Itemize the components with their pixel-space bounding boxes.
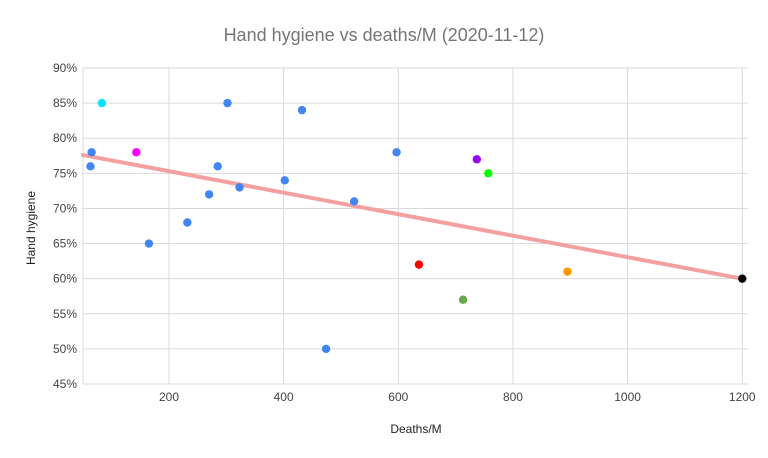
data-point — [213, 162, 222, 171]
data-point — [204, 190, 214, 199]
data-point — [132, 148, 141, 157]
data-point — [414, 260, 424, 269]
y-tick-label: 80% — [53, 131, 77, 145]
gridlines — [82, 67, 748, 385]
data-point — [472, 155, 482, 164]
x-tick-label: 600 — [388, 390, 408, 404]
y-tick-label: 50% — [53, 342, 77, 356]
y-axis-title: Hand hygiene — [24, 191, 38, 265]
y-tick-label: 75% — [53, 166, 77, 180]
x-tick-label: 1000 — [614, 390, 641, 404]
data-point — [235, 183, 244, 192]
x-tick-label: 800 — [503, 390, 523, 404]
data-point — [86, 162, 95, 171]
trendline-layer — [81, 153, 745, 281]
y-tick-label: 45% — [53, 377, 77, 391]
data-points — [86, 98, 747, 354]
x-tick-label: 200 — [159, 390, 179, 404]
data-point — [223, 98, 232, 108]
y-tick-label: 60% — [53, 272, 77, 286]
data-point — [392, 148, 401, 157]
data-point — [297, 105, 307, 115]
data-point — [280, 176, 289, 185]
y-tick-label: 85% — [53, 96, 77, 110]
data-point — [458, 295, 468, 304]
x-tick-label: 1200 — [729, 390, 756, 404]
data-point — [144, 239, 154, 248]
tick-labels: 45% 50% 55% 60% 65% 70% 75% 80% 85% 90% 200 400 600 8… — [53, 61, 756, 404]
data-point — [183, 218, 192, 227]
data-point — [349, 197, 359, 206]
data-point — [738, 274, 747, 283]
x-axis-title: Deaths/M — [390, 422, 441, 436]
data-point — [97, 98, 107, 108]
y-tick-label: 90% — [53, 61, 77, 75]
y-tick-label: 70% — [53, 201, 77, 215]
data-point — [321, 344, 331, 354]
y-tick-label: 55% — [53, 307, 77, 321]
y-tick-label: 65% — [53, 237, 77, 251]
x-tick-label: 400 — [274, 390, 294, 404]
data-point — [563, 267, 572, 276]
trendline — [81, 153, 745, 281]
chart-title: Hand hygiene vs deaths/M (2020-11-12) — [224, 25, 545, 45]
data-point — [87, 148, 96, 157]
data-point — [484, 169, 493, 178]
